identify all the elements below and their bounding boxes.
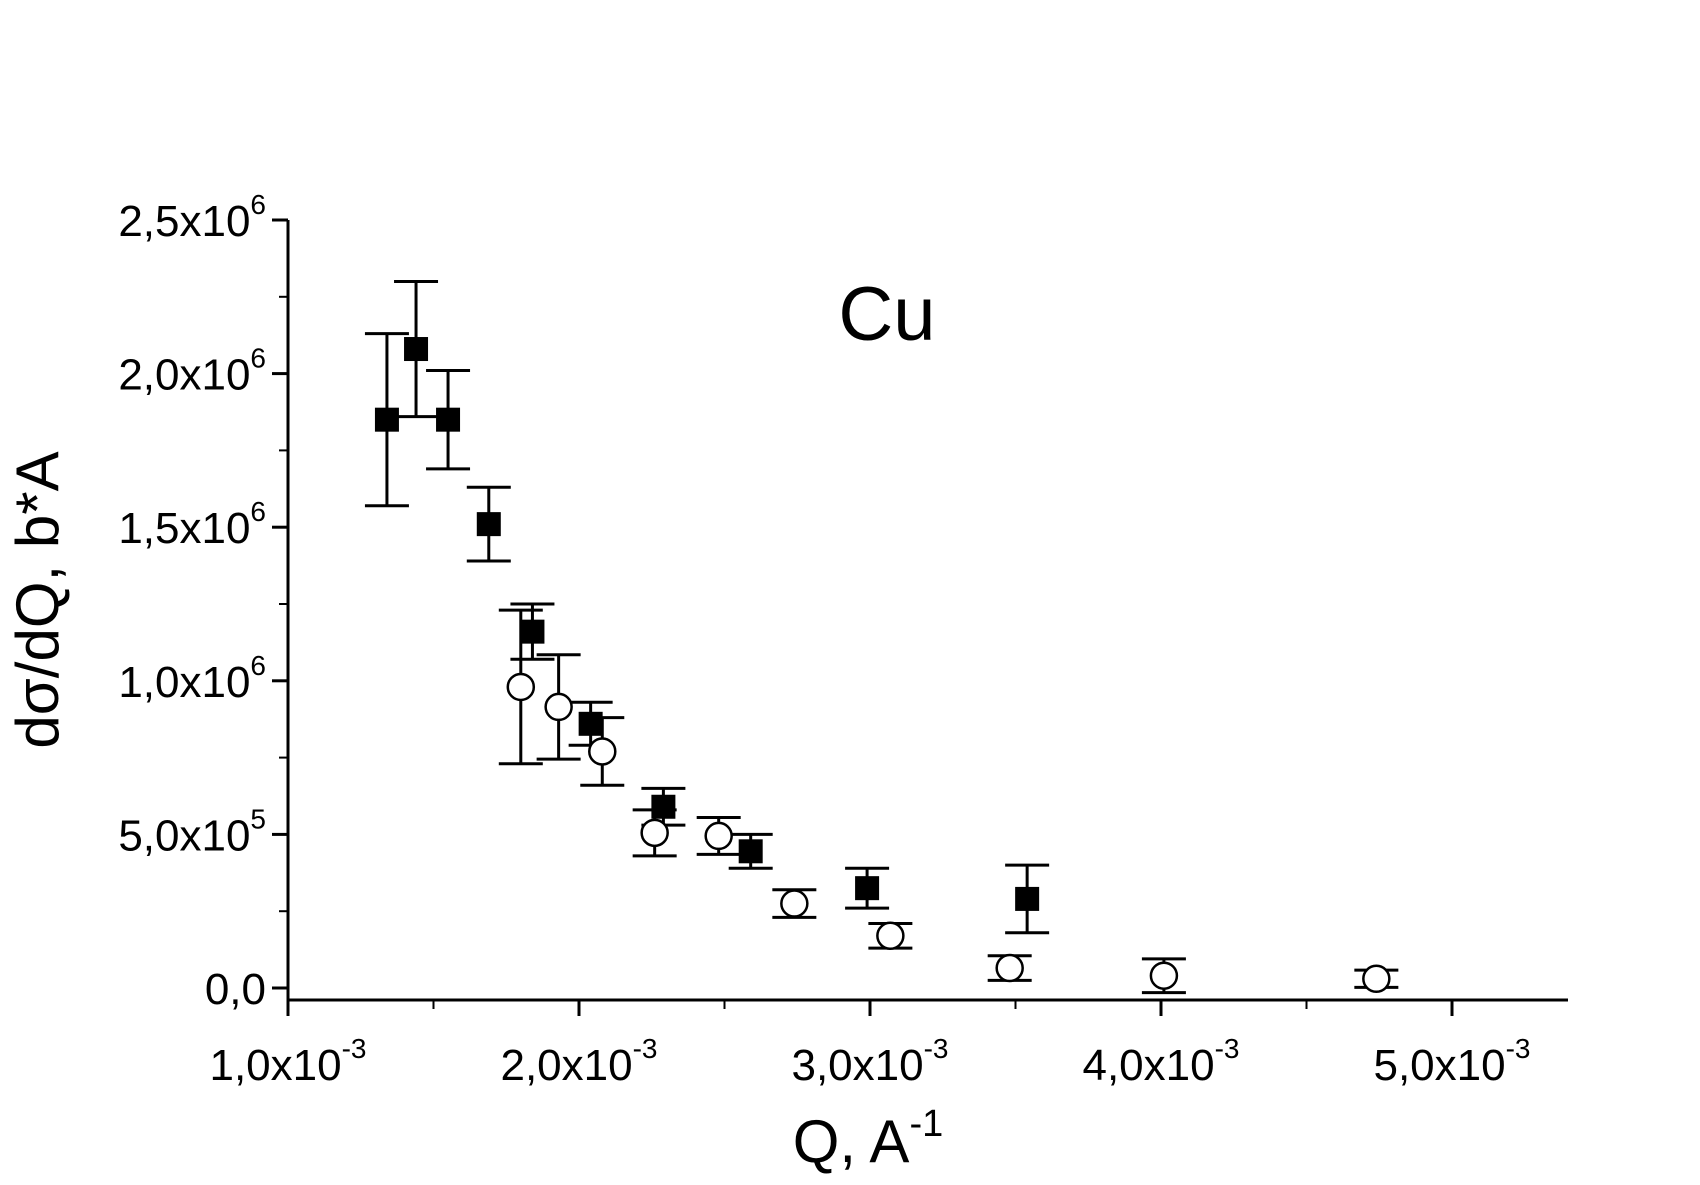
- data-point-circle: [506, 672, 536, 702]
- y-tick-exponent: 6: [250, 496, 266, 527]
- data-point-square: [476, 512, 501, 537]
- y-tick-mantissa: 1,5x10: [118, 504, 250, 553]
- series-filled-squares: [364, 279, 1050, 935]
- data-point-square: [1015, 886, 1040, 911]
- x-tick-label: 5,0x10-3: [1373, 1033, 1530, 1090]
- data-point-square: [738, 839, 763, 864]
- data-point-circle: [588, 737, 617, 766]
- x-tick-mantissa: 5,0x10: [1373, 1041, 1505, 1090]
- x-tick-label: 3,0x10-3: [791, 1033, 948, 1090]
- y-tick-exponent: 5: [250, 803, 266, 834]
- y-tick-mantissa: 5,0x10: [118, 811, 250, 860]
- data-point-square: [374, 407, 399, 432]
- y-tick-exponent: 6: [250, 343, 266, 374]
- y-axis-title: dσ/dQ, b*A: [4, 451, 71, 748]
- y-tick-label: 1,5x106: [118, 496, 266, 553]
- x-axis-title-sup: -1: [909, 1103, 943, 1145]
- x-tick-mantissa: 3,0x10: [791, 1041, 923, 1090]
- y-tick-exponent: 6: [250, 189, 266, 220]
- x-tick-exponent: -3: [924, 1033, 949, 1064]
- y-tick-label: 2,5x106: [118, 189, 266, 246]
- data-point-square: [578, 711, 603, 736]
- y-tick-mantissa: 2,5x10: [118, 197, 250, 246]
- y-tick-label: 0,0: [205, 965, 266, 1014]
- x-tick-label: 1,0x10-3: [209, 1033, 366, 1090]
- data-point-square: [855, 876, 880, 901]
- x-tick-label: 2,0x10-3: [500, 1033, 657, 1090]
- data-point-square: [520, 619, 545, 644]
- data-point-circle: [1149, 961, 1179, 990]
- y-tick-mantissa: 2,0x10: [118, 351, 250, 400]
- x-tick-mantissa: 4,0x10: [1082, 1041, 1214, 1090]
- data-point-circle: [704, 821, 733, 851]
- x-tick-label: 4,0x10-3: [1082, 1033, 1239, 1090]
- data-point-circle: [640, 818, 669, 848]
- data-point-circle: [995, 953, 1024, 983]
- x-tick-exponent: -3: [633, 1033, 658, 1064]
- data-point-circle: [780, 889, 809, 918]
- y-tick-mantissa: 0,0: [205, 965, 266, 1014]
- y-tick-exponent: 6: [250, 650, 266, 681]
- series-layer: [364, 279, 1399, 995]
- x-tick-exponent: -3: [1506, 1033, 1531, 1064]
- data-point-circle: [544, 692, 573, 722]
- x-tick-mantissa: 1,0x10: [209, 1041, 341, 1090]
- y-tick-label: 5,0x105: [118, 803, 266, 860]
- y-tick-label: 1,0x106: [118, 650, 266, 707]
- x-ticks: 1,0x10-3 2,0x10-3 3,0x10-3 4,0x10-3 5,0x10-3: [209, 1000, 1531, 1090]
- x-tick-mantissa: 2,0x10: [500, 1041, 632, 1090]
- data-point-square: [404, 337, 429, 362]
- x-tick-exponent: -3: [342, 1033, 367, 1064]
- y-tick-mantissa: 1,0x10: [118, 658, 250, 707]
- series-open-circles: [498, 608, 1399, 995]
- chart-annotation: Cu: [838, 272, 935, 357]
- y-tick-label: 2,0x106: [118, 343, 266, 400]
- data-point-circle: [876, 921, 905, 951]
- x-axis-title-base: Q, A: [793, 1108, 910, 1175]
- x-axis-title: Q, A-1: [793, 1103, 944, 1175]
- data-point-square: [436, 407, 461, 432]
- data-point-circle: [1362, 964, 1391, 994]
- x-tick-exponent: -3: [1215, 1033, 1240, 1064]
